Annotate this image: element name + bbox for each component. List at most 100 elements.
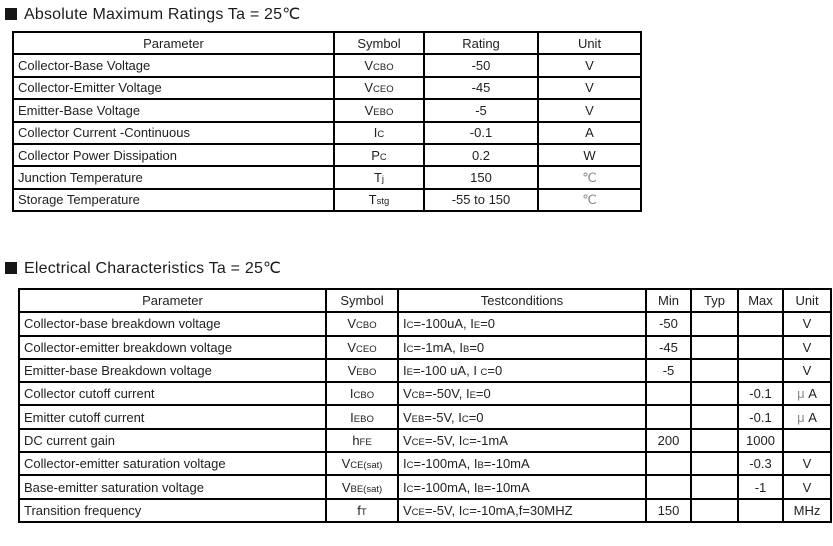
subscript-text: C — [406, 343, 414, 355]
table-cell: VCB=-50V, IE=0 — [397, 381, 647, 407]
table-cell: Collector cutoff current — [18, 381, 327, 407]
subscript-text: B — [463, 343, 470, 355]
table-cell: -45 — [423, 75, 539, 101]
table-cell: IEBO — [325, 404, 399, 430]
table-cell — [645, 451, 692, 477]
table-cell: μ A — [782, 404, 832, 430]
table-cell — [645, 381, 692, 407]
table-cell: PC — [333, 142, 425, 168]
subscript-text: C — [406, 320, 414, 332]
table-row: Collector-base breakdown voltage VCBO IC=-… — [18, 311, 832, 337]
table-cell: VCBO — [325, 311, 399, 337]
table-cell: Tj — [333, 165, 425, 190]
table-cell: Collector-emitter breakdown voltage — [18, 334, 327, 360]
table-cell: 0.2 — [423, 142, 539, 168]
subscript-text: CBO — [353, 390, 375, 402]
table-cell — [690, 404, 739, 430]
column-header: Unit — [537, 30, 642, 56]
table-cell: VEBO — [325, 357, 399, 384]
subscript-text: j — [381, 174, 385, 186]
table-cell: -0.3 — [737, 451, 784, 477]
table-row: Collector-Emitter Voltage VCEO -45 V — [12, 75, 642, 101]
subscript-text: EBO — [356, 367, 377, 379]
table-cell — [690, 381, 739, 407]
table-cell: -0.1 — [423, 120, 539, 145]
table-cell: VCEO — [325, 334, 399, 360]
column-header: Symbol — [325, 287, 399, 314]
abs-max-title-text: Absolute Maximum Ratings Ta = 25℃ — [24, 6, 301, 23]
subscript-text: CE(sat) — [350, 460, 383, 472]
table-cell: -0.1 — [737, 404, 784, 430]
table-cell: μ A — [782, 381, 832, 407]
subscript-text: stg — [376, 196, 390, 208]
table-cell: -50 — [645, 311, 692, 337]
subscript-text: CE — [411, 506, 425, 518]
subscript-text: EBO — [373, 106, 394, 118]
table-cell: V — [782, 451, 832, 477]
table-row: Collector cutoff current ICBO VCB=-50V, IE… — [18, 381, 832, 407]
table-row: Emitter-Base Voltage VEBO -5 V — [12, 98, 642, 123]
table-cell: -50 — [423, 53, 539, 78]
elec-char-table: Parameter Symbol Testconditions Min Typ Max Un… — [18, 287, 832, 523]
subscript-text: C — [480, 367, 488, 379]
table-cell: IE=-100 uA, I C=0 — [397, 357, 647, 384]
table-cell: V — [782, 474, 832, 500]
table-cell: Emitter-Base Voltage — [12, 98, 335, 123]
table-cell — [690, 497, 739, 523]
table-cell: VCEO — [333, 75, 425, 101]
table-cell: V — [537, 75, 642, 101]
table-cell — [645, 404, 692, 430]
subscript-text: E — [469, 390, 476, 402]
table-row: Emitter-base Breakdown voltage VEBO IE=-10… — [18, 357, 832, 384]
elec-char-table-wrap: Parameter Symbol Testconditions Min Typ Max Un… — [18, 287, 832, 523]
column-header: Symbol — [333, 30, 425, 56]
subscript-text: BE(sat) — [350, 483, 383, 495]
table-cell: V — [782, 357, 832, 384]
table-cell: 150 — [423, 165, 539, 190]
table-cell: Tstg — [333, 187, 425, 213]
table-cell: IC — [333, 120, 425, 145]
elec-char-title-text: Electrical Characteristics Ta = 25℃ — [24, 260, 282, 277]
subscript-text: CBO — [356, 320, 377, 332]
table-cell: 200 — [645, 427, 692, 454]
table-cell: 150 — [645, 497, 692, 523]
table-row: Storage Temperature Tstg -55 to 150 ℃ — [12, 187, 642, 213]
table-cell: Collector Power Dissipation — [12, 142, 335, 168]
column-header: Unit — [782, 287, 832, 314]
table-cell: -5 — [423, 98, 539, 123]
table-cell: Collector Current -Continuous — [12, 120, 335, 145]
table-cell — [690, 474, 739, 500]
table-cell: W — [537, 142, 642, 168]
subscript-text: CEO — [373, 84, 394, 96]
elec-char-section-title: Electrical Characteristics Ta = 25℃ — [5, 258, 281, 278]
column-header: Rating — [423, 30, 539, 56]
table-cell — [690, 427, 739, 454]
subscript-text: B — [477, 460, 484, 472]
table-cell: VCE=-5V, IC=-10mA,f=30MHZ — [397, 497, 647, 523]
table-cell — [645, 474, 692, 500]
table-cell: Emitter-base Breakdown voltage — [18, 357, 327, 384]
table-cell: DC current gain — [18, 427, 327, 454]
table-cell: MHz — [782, 497, 832, 523]
muted-text: μ — [797, 409, 805, 425]
table-cell: VEBO — [333, 98, 425, 123]
table-cell: Collector-Base Voltage — [12, 53, 335, 78]
table-cell: -45 — [645, 334, 692, 360]
table-row: Collector-emitter saturation voltage VCE(… — [18, 451, 832, 477]
table-row: Collector Current -Continuous IC -0.1 A — [12, 120, 642, 145]
table-cell: Collector-base breakdown voltage — [18, 311, 327, 337]
table-cell: V — [782, 334, 832, 360]
abs-max-header-row: Parameter Symbol Rating Unit — [12, 30, 642, 56]
subscript-text: EB — [411, 413, 425, 425]
table-cell — [782, 427, 832, 454]
subscript-text: EBO — [353, 413, 374, 425]
column-header: Parameter — [18, 287, 327, 314]
table-cell: Base-emitter saturation voltage — [18, 474, 327, 500]
subscript-text: E — [406, 367, 413, 379]
subscript-text: E — [473, 320, 481, 332]
table-cell: V — [537, 98, 642, 123]
muted-text: ℃ — [582, 169, 597, 185]
table-row: DC current gain hFE VCE=-5V, IC=-1mA 200 100… — [18, 427, 832, 454]
table-cell — [737, 497, 784, 523]
subscript-text: C — [462, 436, 470, 448]
